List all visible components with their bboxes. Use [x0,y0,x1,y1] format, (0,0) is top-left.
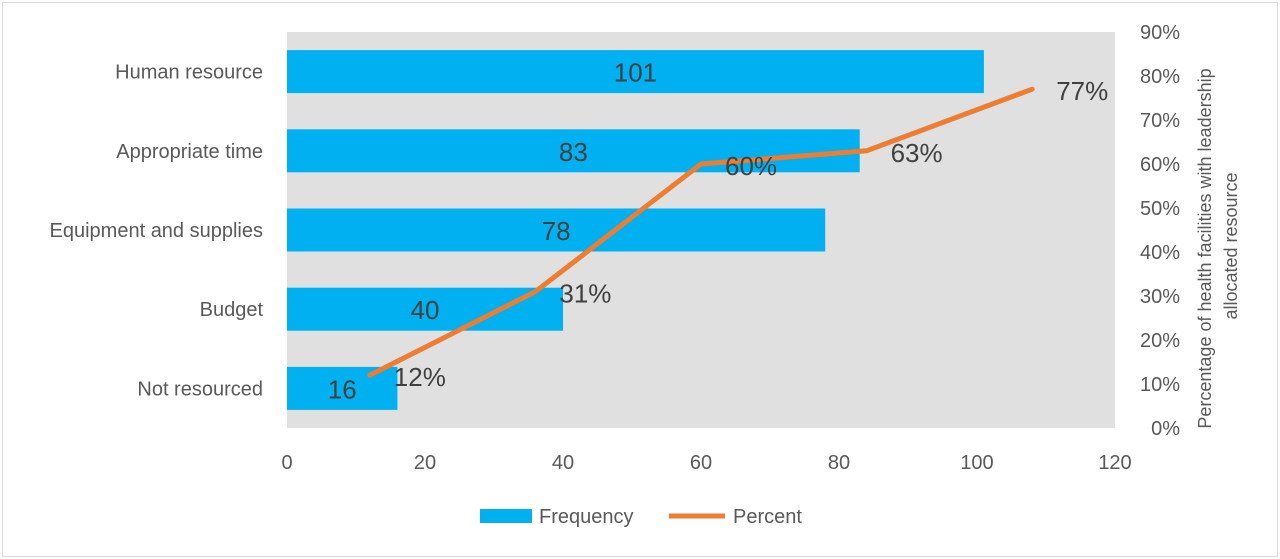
y2-tick-label: 20% [1140,330,1180,352]
line-data-label: 12% [394,362,446,392]
bar-data-label: 40 [411,295,440,325]
axis-title-line-2: allocated resource [1221,172,1241,319]
legend-swatch-frequency [480,509,532,523]
y2-tick-label: 50% [1140,198,1180,220]
axis-title-line-1: Percentage of health facilities with lea… [1195,68,1215,428]
y2-tick-label: 0% [1151,418,1180,440]
legend-label-percent: Percent [733,506,802,528]
y2-tick-label: 30% [1140,286,1180,308]
line-point [866,150,868,152]
bar-data-label: 78 [542,216,571,246]
y2-tick-label: 60% [1140,154,1180,176]
bar-data-label: 101 [614,58,657,88]
legend: Frequency Percent [480,506,802,528]
x-tick-label: 60 [690,452,712,474]
y2-tick-label: 90% [1140,22,1180,44]
line-data-labels: 12% 31% 60% 63% 77% [394,76,1108,392]
category-label: Appropriate time [116,141,263,163]
x-tick-label: 80 [828,452,850,474]
line-data-label: 63% [891,138,943,168]
bar [287,50,984,94]
line-point [700,163,702,165]
x-tick-label: 100 [960,452,993,474]
y2-tick-label: 70% [1140,110,1180,132]
x-tick-label: 120 [1098,452,1131,474]
bar [287,287,563,331]
y2-tick-label: 10% [1140,374,1180,396]
line-point [1031,88,1033,90]
line-point [369,374,371,376]
y2-tick-label: 40% [1140,242,1180,264]
bar-data-label: 83 [559,137,588,167]
category-label: Not resourced [137,378,263,400]
secondary-y-axis-ticks: 0% 10% 20% 30% 40% 50% 60% 70% 80% 90% [1140,22,1180,440]
secondary-y-axis-title: Percentage of health facilities with lea… [1195,63,1241,428]
category-label: Human resource [115,62,263,84]
bar [287,366,398,410]
x-tick-label: 40 [552,452,574,474]
line-series [367,86,1035,378]
line-data-label: 60% [725,151,777,181]
bar-data-label: 16 [328,374,357,404]
x-axis-ticks: 0 20 40 60 80 100 120 [281,452,1131,474]
line-data-label: 77% [1056,76,1108,106]
line-data-label: 31% [559,279,611,309]
legend-label-frequency: Frequency [539,506,634,528]
bar [287,208,826,252]
x-tick-label: 0 [281,452,292,474]
category-label: Budget [200,299,264,321]
category-labels: Not resourced Budget Equipment and supplie… [50,62,264,401]
bar-data-labels: 16 40 78 83 101 [328,58,657,405]
category-label: Equipment and supplies [50,220,263,242]
line-point [534,291,536,293]
bar [287,129,860,173]
x-tick-label: 20 [414,452,436,474]
bar-series [287,50,984,410]
y2-tick-label: 80% [1140,66,1180,88]
